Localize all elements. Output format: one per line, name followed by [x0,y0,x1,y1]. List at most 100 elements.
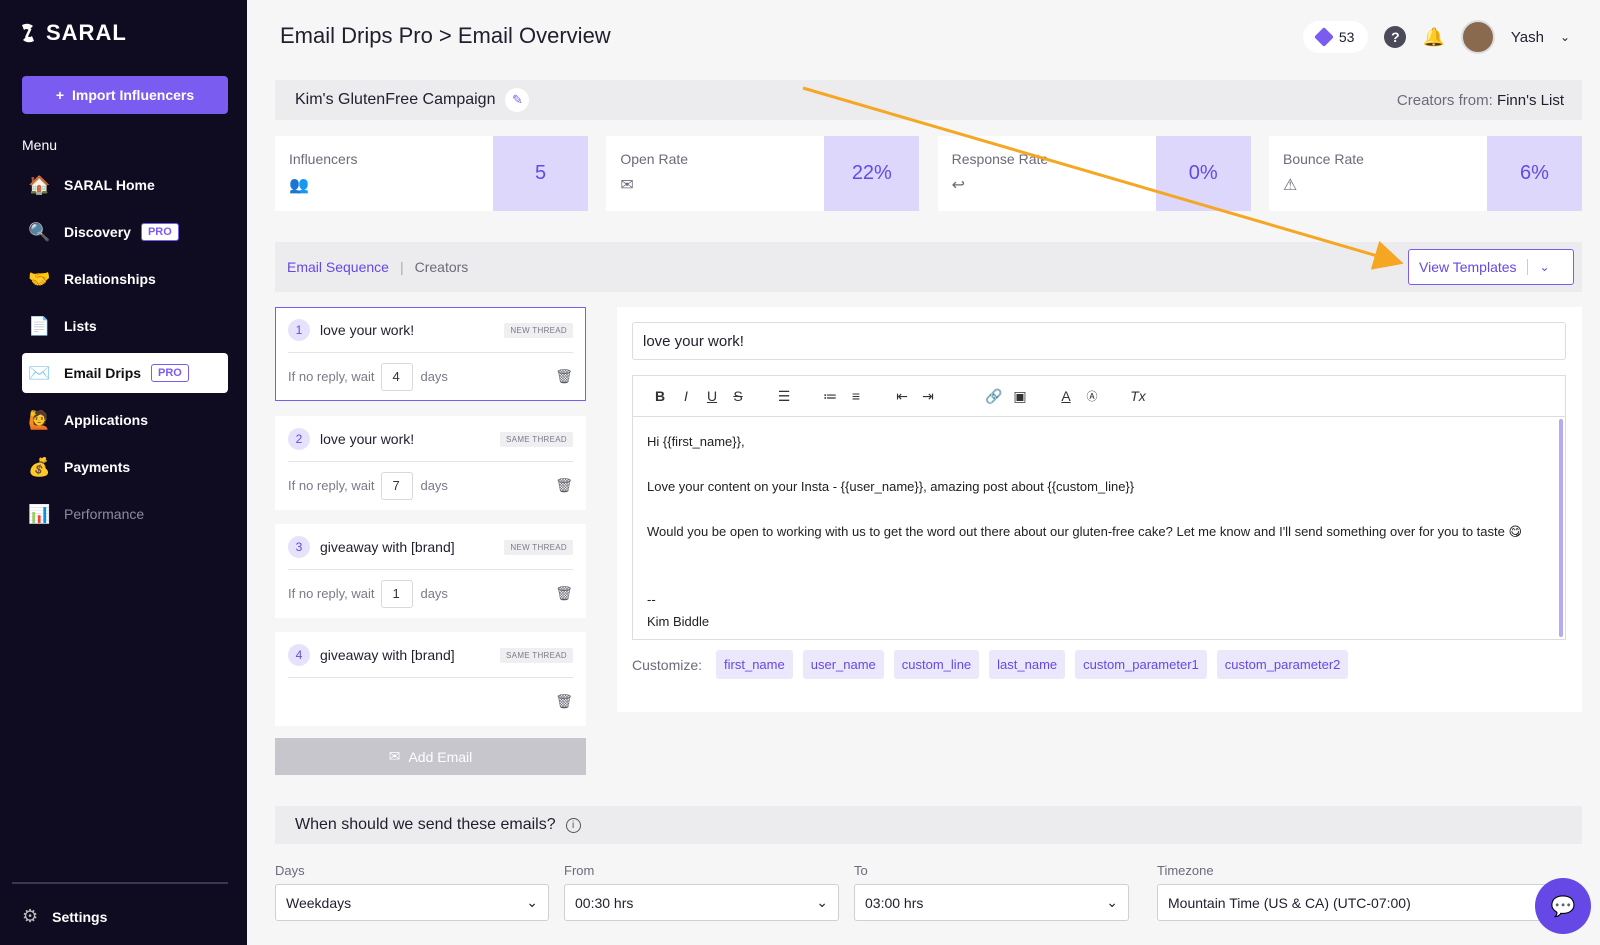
sidebar-item-label: SARAL Home [64,177,155,193]
days-select[interactable]: Weekdays ⌄ [275,884,549,921]
header-actions: 53 ? 🔔 Yash ⌄ [1302,20,1570,54]
body-line [647,566,1551,589]
tab-email-sequence[interactable]: Email Sequence [287,259,389,275]
chip-first-name[interactable]: first_name [716,650,793,679]
email-card-2[interactable]: 2 love your work! SAME THREAD If no repl… [275,416,586,510]
email-card-4[interactable]: 4 giveaway with [brand] SAME THREAD 🗑 [275,632,586,726]
sidebar-item-settings[interactable]: ⚙ Settings [22,906,107,927]
customize-row: Customize: first_name user_name custom_l… [632,650,1349,679]
sidebar-item-label: Performance [64,506,145,522]
sidebar-item-applications[interactable]: 🙋 Applications [22,400,228,440]
view-templates-button[interactable]: View Templates ⌄ [1408,249,1574,285]
user-name[interactable]: Yash [1510,28,1544,46]
wait-label: If no reply, wait [288,478,375,493]
stat-card-bounce-rate: Bounce Rate ⚠ 6% [1268,136,1582,211]
credits-badge[interactable]: 53 [1302,21,1369,53]
trash-icon[interactable]: 🗑 [555,368,573,384]
email-body[interactable]: Hi {{first_name}}, Love your content on … [633,417,1565,639]
sidebar-item-saral-home[interactable]: 🏠 SARAL Home [22,165,228,205]
chip-custom-parameter2[interactable]: custom_parameter2 [1216,650,1349,679]
sidebar-item-label: Discovery [64,224,131,240]
clear-format-icon[interactable]: Tx [1130,388,1146,404]
email-subject: love your work! [320,322,415,338]
editor-scrollbar[interactable] [1559,419,1563,637]
stat-label: Bounce Rate [1282,151,1364,167]
highlight-icon[interactable]: Ⓐ [1086,391,1098,403]
align-icon[interactable]: ☰ [777,387,791,404]
tab-separator: | [399,259,404,275]
stat-card-response-rate: Response Rate ↩ 0% [937,136,1251,211]
bell-icon[interactable]: 🔔 [1422,26,1445,47]
chevron-down-icon: ⌄ [526,894,538,910]
text-color-icon[interactable]: A [1061,388,1071,404]
stat-card-influencers: Influencers 👥 5 [275,136,588,211]
chip-last-name[interactable]: last_name [989,650,1066,679]
body-line: -- [647,591,656,607]
sidebar-item-label: Applications [64,412,149,428]
sidebar-item-lists[interactable]: 📄 Lists [22,306,228,346]
pro-badge: PRO [151,364,189,382]
bullet-list-icon[interactable]: ≡ [851,388,861,404]
wait-days-input[interactable]: 4 [381,362,414,391]
from-select[interactable]: 00:30 hrs ⌄ [564,884,839,921]
help-icon[interactable]: ? [1384,26,1407,48]
outdent-icon[interactable]: ⇤ [896,387,908,404]
money-bag-icon: 💰 [28,456,51,477]
indent-icon[interactable]: ⇥ [922,387,934,404]
wait-days-input[interactable]: 1 [381,579,414,608]
trash-icon[interactable]: 🗑 [555,477,573,493]
bold-icon[interactable]: B [654,388,666,404]
reply-icon: ↩ [951,177,966,194]
creators-from-value[interactable]: Finn's List [1496,91,1564,109]
add-email-button[interactable]: ✉ Add Email [275,738,586,775]
chip-custom-parameter1[interactable]: custom_parameter1 [1075,650,1207,679]
sidebar-item-payments[interactable]: 💰 Payments [22,447,228,487]
chat-icon[interactable]: 💬 [1535,878,1591,934]
italic-icon[interactable]: I [684,388,688,404]
stat-value: 5 [493,136,588,211]
plus-icon: + [55,87,65,103]
email-card-1[interactable]: 1 love your work! NEW THREAD If no reply… [275,307,586,401]
body-line [647,454,1551,477]
wait-days-input[interactable]: 7 [381,471,414,500]
stat-value: 0% [1155,136,1251,211]
page-title: Email Drips Pro > Email Overview [280,23,611,48]
timezone-select[interactable]: Mountain Time (US & CA) (UTC-07:00) [1157,884,1557,921]
ordered-list-icon[interactable]: ≔ [823,387,837,404]
sidebar-item-discovery[interactable]: 🔍 Discovery PRO [22,212,228,252]
link-icon[interactable]: 🔗 [985,387,1003,404]
schedule-title: When should we send these emails? [295,816,556,833]
chip-user-name[interactable]: user_name [802,650,884,679]
sidebar-nav: 🏠 SARAL Home 🔍 Discovery PRO 🤝 Relations… [22,165,228,541]
tab-creators[interactable]: Creators [414,259,469,275]
import-influencers-button[interactable]: + Import Influencers [22,76,228,114]
sidebar-item-label: Payments [64,459,131,475]
info-icon[interactable]: i [565,817,581,833]
sidebar-item-performance[interactable]: 📊 Performance [22,494,228,534]
underline-icon[interactable]: U [706,388,718,404]
chevron-down-icon[interactable]: ⌄ [1539,260,1550,274]
pencil-icon[interactable]: ✎ [505,88,530,112]
chevron-down-icon[interactable]: ⌄ [1559,30,1570,44]
chip-custom-line[interactable]: custom_line [893,650,980,679]
sidebar-item-relationships[interactable]: 🤝 Relationships [22,259,228,299]
avatar[interactable] [1460,20,1495,54]
sidebar-item-label: Email Drips [64,365,142,381]
button-divider [1526,259,1528,275]
trash-icon[interactable]: 🗑 [555,585,573,601]
to-select[interactable]: 03:00 hrs ⌄ [854,884,1129,921]
body-line: Love your content on your Insta - {{user… [647,479,1135,494]
trash-icon[interactable]: 🗑 [555,693,573,709]
sidebar-divider [12,882,228,884]
email-editor-panel: love your work! B I U S ☰ ≔ ≡ ⇤ ⇥ 🔗 ▣ A … [617,307,1582,712]
gear-icon: ⚙ [22,906,39,926]
stats-row: Influencers 👥 5 Open Rate ✉ 22% Response… [275,136,1582,211]
sidebar-item-email-drips[interactable]: ✉️ Email Drips PRO [22,353,228,393]
brand-logo[interactable]: SARAL [18,20,127,46]
thread-badge: SAME THREAD [500,431,573,447]
thread-badge: SAME THREAD [500,647,573,663]
strikethrough-icon[interactable]: S [733,388,743,404]
image-icon[interactable]: ▣ [1013,387,1027,404]
subject-input[interactable]: love your work! [632,322,1566,360]
email-card-3[interactable]: 3 giveaway with [brand] NEW THREAD If no… [275,524,586,618]
